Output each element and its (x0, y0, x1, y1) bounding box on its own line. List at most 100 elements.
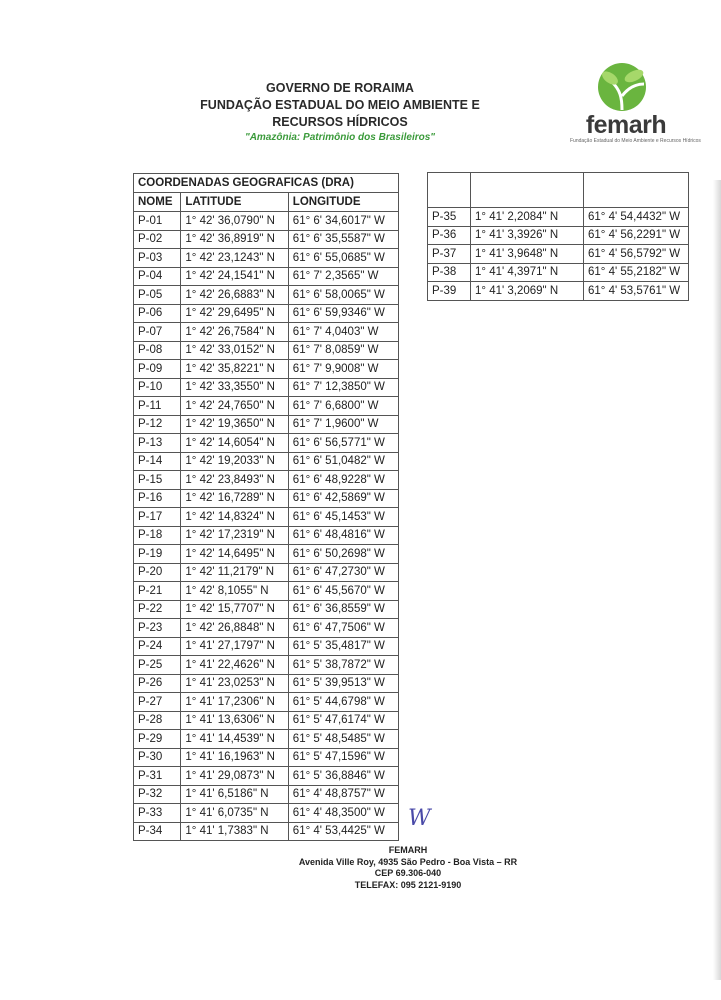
point-name-cell: P-26 (132, 673, 182, 693)
table-title: COORDENADAS GEOGRAFICAS (DRA) (133, 173, 399, 193)
point-name-cell: P-35 (427, 207, 471, 227)
table-row: P-27 1° 41' 17,2306" N 61° 5' 44,6798" W (132, 692, 400, 712)
longitude-cell: 61° 6' 48,9228" W (287, 470, 400, 490)
latitude-cell: 1° 41' 6,5186" N (180, 784, 289, 804)
table-row: P-07 1° 42' 26,7584" N 61° 7' 4,0403" W (132, 322, 400, 342)
handwritten-initial: W (408, 806, 431, 831)
table-row: P-02 1° 42' 36,8919" N 61° 6' 35,5587" W (132, 229, 400, 249)
latitude-cell: 1° 41' 16,1963" N (180, 747, 289, 767)
longitude-cell: 61° 5' 47,6174" W (287, 710, 400, 730)
latitude-cell: 1° 42' 33,3550" N (180, 377, 289, 397)
logo-subtitle: Fundação Estadual do Meio Ambiente e Rec… (570, 138, 701, 144)
longitude-cell: 61° 5' 35,4817" W (287, 636, 400, 656)
longitude-cell: 61° 7' 4,0403" W (287, 322, 400, 342)
point-name-cell: P-31 (132, 766, 182, 786)
footer-org: FEMARH (388, 845, 428, 855)
empty-cell (583, 172, 689, 208)
column-header-nome: NOME (132, 192, 182, 212)
point-name-cell: P-39 (427, 281, 471, 301)
header-line-1: GOVERNO DE RORAIMA (266, 81, 414, 95)
point-name-cell: P-32 (132, 784, 182, 804)
longitude-cell: 61° 5' 44,6798" W (287, 692, 400, 712)
point-name-cell: P-01 (132, 211, 182, 231)
point-name-cell: P-20 (132, 562, 182, 582)
longitude-cell: 61° 5' 39,9513" W (287, 673, 400, 693)
table-row: P-24 1° 41' 27,1797" N 61° 5' 35,4817" W (132, 636, 400, 656)
table-row: P-13 1° 42' 14,6054" N 61° 6' 56,5771" W (132, 433, 400, 453)
point-name-cell: P-05 (132, 285, 182, 305)
table-row: P-29 1° 41' 14,4539" N 61° 5' 48,5485" W (132, 729, 400, 749)
longitude-cell: 61° 7' 1,9600" W (287, 414, 400, 434)
longitude-cell: 61° 6' 51,0482" W (287, 451, 400, 471)
point-name-cell: P-19 (132, 544, 182, 564)
longitude-cell: 61° 6' 45,5670" W (287, 581, 400, 601)
longitude-cell: 61° 4' 53,4425" W (287, 821, 400, 841)
latitude-cell: 1° 42' 26,7584" N (180, 322, 289, 342)
longitude-cell: 61° 6' 45,1453" W (287, 507, 400, 527)
point-name-cell: P-12 (132, 414, 182, 434)
longitude-cell: 61° 5' 38,7872" W (287, 655, 400, 675)
table-row: P-39 1° 41' 3,2069" N 61° 4' 53,5761" W (427, 281, 689, 301)
document-footer: FEMARH Avenida Ville Roy, 4935 São Pedro… (248, 845, 568, 891)
point-name-cell: P-29 (132, 729, 182, 749)
latitude-cell: 1° 42' 24,1541" N (180, 266, 289, 286)
latitude-cell: 1° 42' 36,0790" N (180, 211, 289, 231)
table-row: P-08 1° 42' 33,0152" N 61° 7' 8,0859" W (132, 340, 400, 360)
empty-cell (427, 172, 471, 208)
leaf-logo-icon (598, 63, 646, 111)
point-name-cell: P-34 (132, 821, 182, 841)
latitude-cell: 1° 41' 22,4626" N (180, 655, 289, 675)
table-row: P-34 1° 41' 1,7383" N 61° 4' 53,4425" W (132, 821, 400, 841)
column-header-latitude: LATITUDE (180, 192, 289, 212)
longitude-cell: 61° 6' 35,5587" W (287, 229, 400, 249)
table-row: P-01 1° 42' 36,0790" N 61° 6' 34,6017" W (132, 211, 400, 231)
latitude-cell: 1° 42' 11,2179" N (180, 562, 289, 582)
logo-wordmark: femarh (585, 111, 667, 139)
table-row: P-06 1° 42' 29,6495" N 61° 6' 59,9346" W (132, 303, 400, 323)
longitude-cell: 61° 4' 53,5761" W (583, 281, 689, 301)
latitude-cell: 1° 41' 27,1797" N (180, 636, 289, 656)
latitude-cell: 1° 41' 1,7383" N (180, 821, 289, 841)
table-row: P-18 1° 42' 17,2319" N 61° 6' 48,4816" W (132, 525, 400, 545)
coordinates-table-continued: P-35 1° 41' 2,2084" N 61° 4' 54,4432" W P-3… (427, 172, 689, 301)
longitude-cell: 61° 6' 59,9346" W (287, 303, 400, 323)
latitude-cell: 1° 41' 23,0253" N (180, 673, 289, 693)
longitude-cell: 61° 6' 47,7506" W (287, 618, 400, 638)
latitude-cell: 1° 42' 16,7289" N (180, 488, 289, 508)
point-name-cell: P-33 (132, 803, 182, 823)
point-name-cell: P-15 (132, 470, 182, 490)
point-name-cell: P-23 (132, 618, 182, 638)
point-name-cell: P-14 (132, 451, 182, 471)
latitude-cell: 1° 41' 3,3926" N (470, 225, 584, 245)
latitude-cell: 1° 42' 33,0152" N (180, 340, 289, 360)
latitude-cell: 1° 41' 14,4539" N (180, 729, 289, 749)
latitude-cell: 1° 42' 19,3650" N (180, 414, 289, 434)
longitude-cell: 61° 5' 48,5485" W (287, 729, 400, 749)
femarh-logo: femarh Fundação Estadual do Meio Ambient… (570, 62, 701, 145)
latitude-cell: 1° 41' 2,2084" N (470, 207, 584, 227)
point-name-cell: P-17 (132, 507, 182, 527)
longitude-cell: 61° 6' 50,2698" W (287, 544, 400, 564)
table-row: P-26 1° 41' 23,0253" N 61° 5' 39,9513" W (132, 673, 400, 693)
longitude-cell: 61° 5' 36,8846" W (287, 766, 400, 786)
longitude-cell: 61° 5' 47,1596" W (287, 747, 400, 767)
longitude-cell: 61° 4' 48,3500" W (287, 803, 400, 823)
empty-cell (470, 172, 584, 208)
longitude-cell: 61° 6' 56,5771" W (287, 433, 400, 453)
point-name-cell: P-11 (132, 396, 182, 416)
point-name-cell: P-30 (132, 747, 182, 767)
table-row: P-32 1° 41' 6,5186" N 61° 4' 48,8757" W (132, 784, 400, 804)
longitude-cell: 61° 7' 2,3565" W (287, 266, 400, 286)
latitude-cell: 1° 41' 6,0735" N (180, 803, 289, 823)
longitude-cell: 61° 4' 56,5792" W (583, 244, 689, 264)
footer-cep: CEP 69.306-040 (374, 868, 442, 878)
latitude-cell: 1° 41' 13,6306" N (180, 710, 289, 730)
table-row: P-20 1° 42' 11,2179" N 61° 6' 47,2730" W (132, 562, 400, 582)
longitude-cell: 61° 6' 58,0065" W (287, 285, 400, 305)
point-name-cell: P-22 (132, 599, 182, 619)
latitude-cell: 1° 42' 29,6495" N (180, 303, 289, 323)
coordinates-table: COORDENADAS GEOGRAFICAS (DRA) NOME LATIT… (132, 173, 400, 841)
longitude-cell: 61° 7' 12,3850" W (287, 377, 400, 397)
longitude-cell: 61° 6' 47,2730" W (287, 562, 400, 582)
longitude-cell: 61° 6' 48,4816" W (287, 525, 400, 545)
